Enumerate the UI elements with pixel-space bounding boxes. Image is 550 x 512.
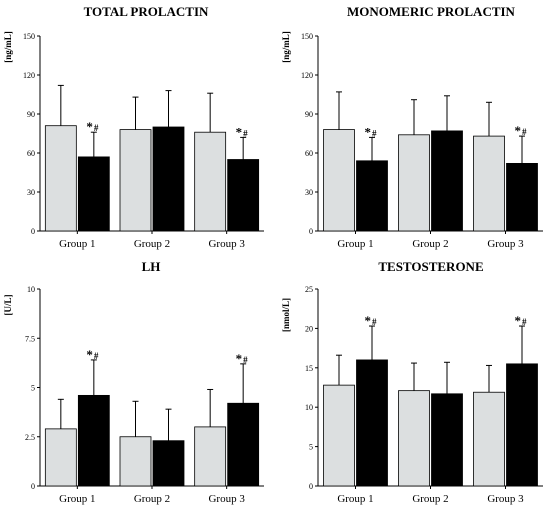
y-tick-label: 90 (27, 110, 35, 119)
y-tick-label: 15 (305, 364, 313, 373)
significance-star: * (365, 124, 372, 139)
bar-light (119, 129, 152, 232)
significance-hash: # (522, 317, 527, 327)
chart-title: TOTAL PROLACTIN (84, 4, 209, 19)
y-tick-label: 60 (27, 149, 35, 158)
x-category-label: Group 1 (59, 238, 95, 250)
bar-dark (431, 130, 463, 232)
y-tick-label: 30 (27, 188, 35, 197)
bar-dark (506, 162, 538, 232)
bar-light (194, 131, 227, 232)
bar-light (473, 135, 505, 232)
significance-hash: # (522, 127, 527, 137)
x-category-label: Group 2 (134, 493, 170, 505)
chart-title: MONOMERIC PROLACTIN (347, 4, 516, 19)
x-category-label: Group 3 (208, 493, 245, 505)
y-tick-label: 0 (309, 482, 313, 491)
x-category-label: Group 1 (337, 493, 373, 505)
bar-dark (431, 393, 463, 487)
bar-dark (77, 394, 110, 487)
y-tick-label: 20 (305, 324, 313, 333)
bar-light (473, 391, 505, 487)
bar-light (119, 436, 152, 487)
y-tick-label: 30 (305, 188, 313, 197)
y-axis-label: [ng/mL] (281, 31, 291, 63)
bar-dark (356, 160, 388, 232)
y-tick-label: 0 (309, 227, 313, 236)
bar-light (44, 428, 77, 487)
y-tick-label: 5 (31, 384, 35, 393)
y-tick-label: 120 (23, 71, 35, 80)
significance-hash: # (94, 351, 99, 361)
significance-star: * (86, 347, 93, 362)
significance-hash: # (243, 128, 248, 138)
x-category-label: Group 3 (487, 493, 524, 505)
bar-light (398, 390, 430, 487)
bar-dark (227, 402, 260, 487)
y-tick-label: 150 (23, 32, 35, 41)
y-tick-label: 25 (305, 285, 313, 294)
bar-dark (227, 159, 260, 232)
significance-star: * (515, 123, 522, 138)
y-tick-label: 0 (31, 227, 35, 236)
chart-title: LH (142, 259, 161, 274)
bar-dark (506, 363, 538, 487)
bar-light (44, 125, 77, 232)
y-axis-label: [ng/mL] (3, 31, 13, 63)
bar-light (194, 426, 227, 487)
y-tick-label: 5 (309, 443, 313, 452)
x-category-label: Group 2 (134, 238, 170, 250)
significance-hash: # (372, 128, 377, 138)
x-category-label: Group 3 (487, 238, 524, 250)
significance-hash: # (243, 355, 248, 365)
y-tick-label: 150 (301, 32, 313, 41)
significance-star: * (365, 313, 372, 328)
chart-panel: TOTAL PROLACTIN [ng/mL] 0 30 60 90 120 150 Group… (3, 4, 264, 250)
chart-title: TESTOSTERONE (378, 259, 483, 274)
chart-panel: MONOMERIC PROLACTIN [ng/mL] 0 30 60 90 120 150 G… (281, 4, 543, 250)
y-tick-label: 90 (305, 110, 313, 119)
significance-star: * (515, 313, 522, 328)
bar-dark (77, 156, 110, 232)
chart-panel: TESTOSTERONE [nmol/L] 0 5 10 15 20 25 Group 1 Gro… (281, 259, 543, 505)
x-category-label: Group 3 (208, 238, 245, 250)
x-category-label: Group 2 (412, 238, 448, 250)
y-tick-label: 0 (31, 482, 35, 491)
y-tick-label: 2.5 (25, 433, 35, 442)
y-tick-label: 7.5 (25, 334, 35, 343)
bar-dark (356, 359, 388, 487)
y-tick-label: 60 (305, 149, 313, 158)
y-axis-label: [nmol/L] (281, 298, 291, 332)
x-category-label: Group 2 (412, 493, 448, 505)
significance-star: * (236, 124, 243, 139)
bar-dark (152, 440, 185, 487)
significance-star: * (236, 351, 243, 366)
y-tick-label: 10 (305, 403, 313, 412)
bar-light (398, 134, 430, 232)
x-category-label: Group 1 (59, 493, 95, 505)
significance-hash: # (94, 123, 99, 133)
bar-dark (152, 126, 185, 232)
significance-hash: # (372, 317, 377, 327)
y-axis-label: [U/L] (3, 295, 13, 316)
bar-light (323, 129, 355, 232)
y-tick-label: 120 (301, 71, 313, 80)
bar-light (323, 384, 355, 487)
y-tick-label: 10 (27, 285, 35, 294)
significance-star: * (86, 119, 93, 134)
x-category-label: Group 1 (337, 238, 373, 250)
